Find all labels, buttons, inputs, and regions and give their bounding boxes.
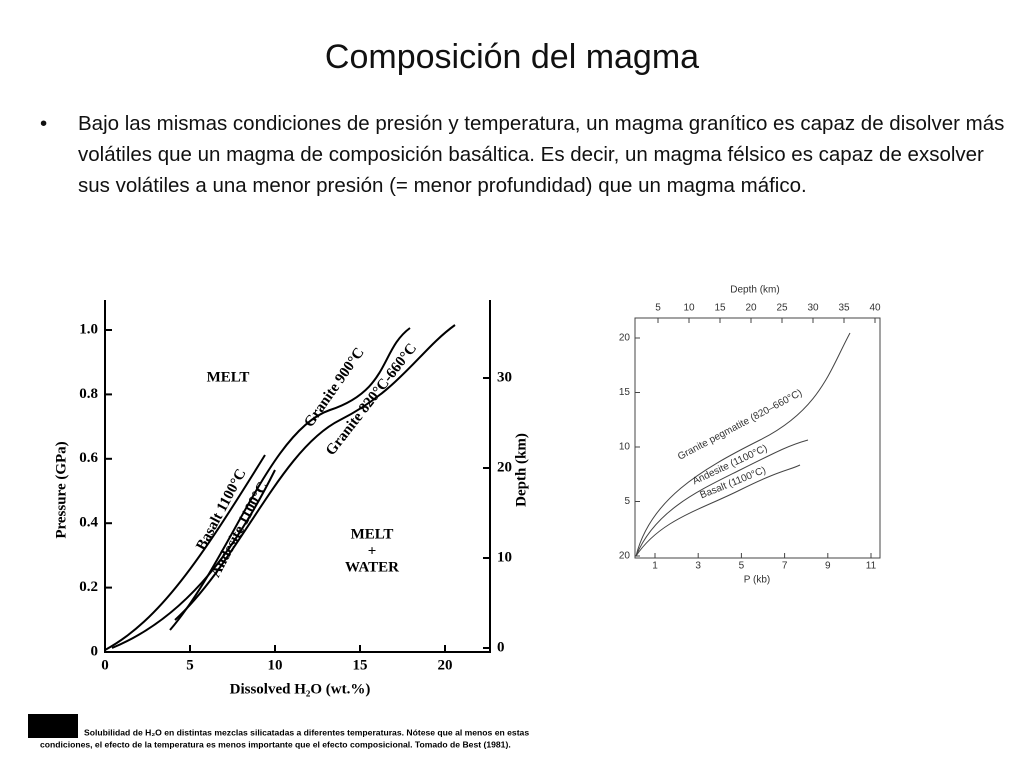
bullet-text: Bajo las mismas condiciones de presión y… [78, 112, 1005, 197]
x-tick-label: 0 [101, 657, 109, 673]
curve-basalt-r [635, 464, 801, 557]
y2-tick-label: 30 [497, 369, 512, 385]
y2-tick-label: 20 [497, 459, 512, 475]
y-tick-label: 1.0 [79, 321, 98, 337]
caption-line: Solubilidad de H₂O en distintas mezclas … [84, 727, 529, 737]
curve-basalt [104, 454, 266, 651]
x-tick-label: 3 [695, 561, 701, 572]
y-tick-label: 5 [624, 496, 630, 507]
bullet: • Bajo las mismas condiciones de presión … [40, 108, 1015, 201]
y2-axis-label: Depth (km) [513, 433, 529, 507]
right-axes [634, 317, 881, 559]
region-label: + [368, 543, 377, 559]
x-tick-label: 20 [438, 657, 453, 673]
top-tick-label: 25 [776, 303, 788, 314]
top-tick-label: 15 [714, 303, 726, 314]
top-tick-label: 35 [838, 303, 850, 314]
curve-pegmatite [635, 332, 851, 557]
y-tick-label: 0.4 [79, 515, 98, 531]
curve-granite-820 [174, 324, 456, 621]
y-tick-label: 0 [91, 643, 99, 659]
region-label: MELT [207, 369, 250, 385]
curve-label: Granite 820°C-660°C [323, 341, 420, 459]
x-tick-label: 9 [825, 561, 831, 572]
y-tick-label: 15 [619, 387, 631, 398]
x-tick-label: 15 [353, 657, 368, 673]
x-tick-label: 11 [866, 561, 877, 572]
slide-title: Composición del magma [324, 38, 700, 76]
y-tick-label: 0.2 [79, 579, 98, 595]
caption-line: condiciones, el efecto de la temperatura… [40, 739, 511, 749]
x-tick-label: 1 [652, 561, 658, 572]
top-tick-label: 5 [655, 303, 661, 314]
top-tick-label: 40 [869, 303, 881, 314]
caption-box [28, 714, 78, 738]
x-tick-label: 7 [782, 561, 788, 572]
x-axis-label: P (kb) [744, 575, 771, 586]
left-axes [104, 300, 491, 653]
region-label: WATER [345, 559, 399, 575]
curve-andesite-r [635, 439, 809, 557]
top-axis-label: Depth (km) [730, 285, 779, 296]
x-tick-label: 5 [739, 561, 745, 572]
curve-andesite [111, 469, 276, 649]
y-tick-label: 0.6 [79, 450, 98, 466]
y2-tick-label: 0 [497, 639, 505, 655]
y-axis-label: Pressure (GPa) [53, 441, 69, 538]
x-tick-label: 10 [268, 657, 283, 673]
top-tick-label: 20 [745, 303, 757, 314]
y2-tick-label: 10 [497, 549, 512, 565]
y-tick-label: 20 [619, 551, 631, 562]
x-axis-label: Dissolved H₂O (wt.%) [230, 681, 371, 697]
x-tick-label: 5 [186, 657, 194, 673]
curve-granite-900 [169, 327, 411, 631]
top-tick-label: 30 [807, 303, 819, 314]
y-tick-label: 10 [619, 442, 631, 453]
region-label: MELT [351, 526, 394, 542]
top-tick-label: 10 [683, 303, 695, 314]
y-tick-label: 0.8 [79, 386, 98, 402]
bullet-dot: • [40, 112, 48, 135]
y-tick-label: 20 [619, 333, 631, 344]
